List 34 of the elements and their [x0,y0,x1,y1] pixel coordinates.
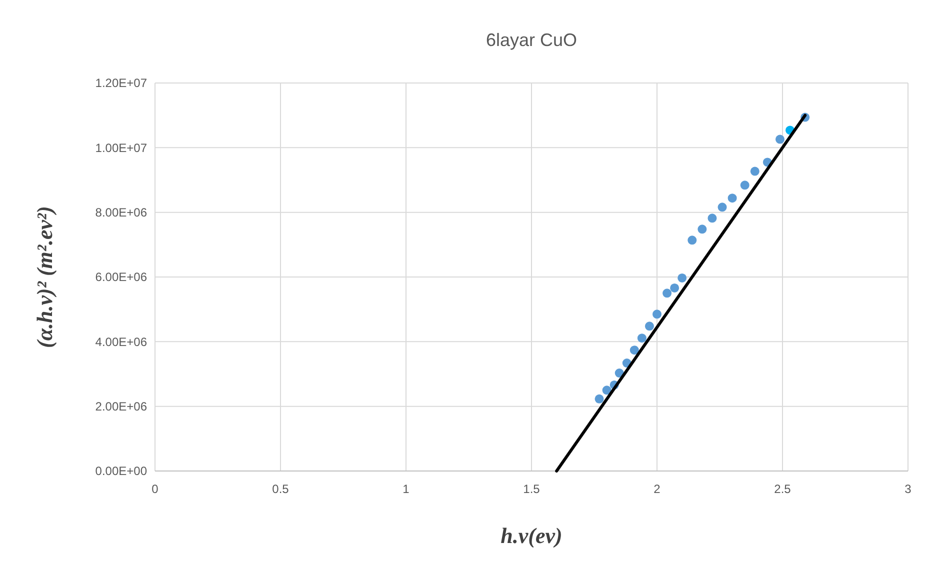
x-tick-label: 3 [904,482,912,496]
point [594,394,604,404]
x-tick-label: 1.5 [523,482,540,496]
point [678,273,687,282]
point [728,194,737,203]
y-tick-label: 1.20E+07 [95,76,148,90]
x-tick-label: 2 [654,482,661,496]
y-tick-label: 1.00E+07 [95,140,148,155]
point [644,322,654,331]
y-tick-label: 6.00E+06 [95,270,148,284]
x-tick-label: 0.5 [272,482,290,496]
point [718,202,727,212]
x-tick-label: 2.5 [774,482,792,496]
y-tick-label: 0.00E+00 [95,464,148,478]
x-tick-label: 0 [152,482,159,496]
point [630,346,639,355]
point [708,214,717,223]
chart-title: 6layar CuO [486,30,578,50]
point [775,134,784,144]
point [698,224,707,234]
y-tick-label: 4.00E+06 [95,334,148,349]
point [740,180,750,190]
y-tick-label: 2.00E+06 [95,400,148,414]
point [637,334,646,343]
point [688,236,697,245]
point [662,288,672,298]
x-tick-label: 1 [402,482,410,496]
point [602,386,612,395]
x-axis-title: h.v(ev) [500,523,562,548]
y-tick-label: 8.00E+06 [95,206,148,220]
y-axis-title: (α.h.v)² (m².ev²) [32,206,57,348]
point [750,166,760,176]
point [670,283,680,292]
point [652,310,662,319]
